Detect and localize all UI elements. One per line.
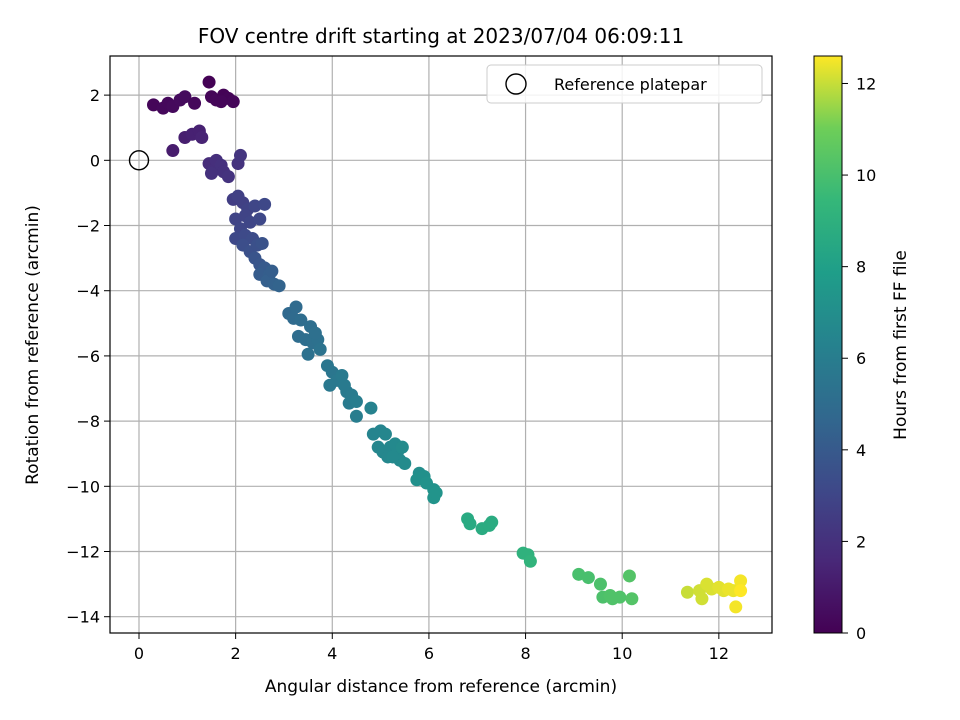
- x-tick-label: 8: [520, 644, 530, 663]
- x-tick-label: 10: [612, 644, 632, 663]
- grid: [110, 56, 772, 633]
- scatter-point: [258, 197, 272, 211]
- reference-marker: [128, 150, 150, 171]
- scatter-point: [335, 368, 349, 382]
- scatter-point: [214, 95, 228, 109]
- x-tick-label: 6: [424, 644, 434, 663]
- colorbar-tick-label: 0: [856, 624, 866, 643]
- scatter-point: [294, 313, 308, 327]
- y-tick-label: −6: [76, 347, 100, 366]
- y-tick-label: −2: [76, 217, 100, 236]
- colorbar-tick-label: 8: [856, 258, 866, 277]
- x-axis-label: Angular distance from reference (arcmin): [265, 677, 617, 697]
- y-axis-label: Rotation from reference (arcmin): [23, 205, 43, 485]
- scatter-point: [395, 440, 409, 454]
- scatter-point: [221, 170, 235, 184]
- scatter-point: [625, 592, 639, 606]
- scatter-point: [485, 515, 499, 529]
- scatter-point: [313, 342, 327, 356]
- scatter-point: [289, 300, 303, 314]
- scatter-point: [308, 326, 322, 340]
- scatter-point: [429, 486, 443, 500]
- y-axis-ticks: −14 −12 −10 −8 −6 −4 −2 0 2: [66, 86, 110, 627]
- scatter-points: [146, 75, 748, 614]
- y-tick-label: −8: [76, 412, 100, 431]
- scatter-point: [301, 347, 315, 361]
- colorbar-tick-label: 2: [856, 532, 866, 551]
- x-tick-label: 12: [709, 644, 729, 663]
- reference-point: [128, 150, 150, 171]
- x-tick-label: 4: [327, 644, 337, 663]
- colorbar-tick-label: 10: [856, 166, 876, 185]
- legend-label: Reference platepar: [554, 75, 707, 94]
- scatter-point: [463, 517, 477, 531]
- y-tick-label: −10: [66, 477, 100, 496]
- y-tick-label: −14: [66, 608, 100, 627]
- scatter-point: [204, 166, 218, 180]
- scatter-point: [613, 590, 627, 604]
- scatter-point: [729, 600, 743, 614]
- scatter-point: [178, 90, 192, 104]
- scatter-point: [253, 212, 267, 226]
- legend-marker: [505, 73, 527, 95]
- colorbar-ticks: 0 2 4 6 8 10 12: [842, 74, 876, 643]
- legend: Reference platepar: [486, 64, 763, 104]
- colorbar-tick-label: 6: [856, 349, 866, 368]
- scatter-point: [226, 95, 240, 109]
- colorbar-label: Hours from first FF file: [891, 250, 911, 440]
- scatter-point: [233, 148, 247, 162]
- colorbar-gradient: [813, 55, 843, 634]
- scatter-point: [349, 409, 363, 423]
- scatter-point: [349, 395, 363, 409]
- scatter-point: [364, 401, 378, 415]
- scatter-point: [272, 279, 286, 293]
- scatter-point: [523, 554, 537, 568]
- scatter-point: [378, 427, 392, 441]
- y-tick-label: −12: [66, 543, 100, 562]
- scatter-point: [265, 264, 279, 278]
- legend-box: [486, 64, 763, 104]
- scatter-point: [195, 130, 209, 144]
- scatter-point: [581, 571, 595, 585]
- scatter-point: [386, 450, 400, 464]
- y-tick-label: −4: [76, 282, 100, 301]
- x-tick-label: 0: [134, 644, 144, 663]
- plot-frame: [109, 55, 773, 634]
- scatter-point: [166, 144, 180, 158]
- scatter-point: [680, 585, 694, 599]
- x-tick-label: 2: [231, 644, 241, 663]
- y-tick-label: 2: [90, 86, 100, 105]
- scatter-point: [337, 378, 351, 392]
- x-axis-ticks: 0 2 4 6 8 10 12: [134, 633, 729, 663]
- scatter-point: [695, 592, 709, 606]
- colorbar-tick-label: 12: [856, 74, 876, 93]
- scatter-point: [398, 456, 412, 470]
- colorbar-tick-label: 4: [856, 441, 866, 460]
- scatter-point: [734, 574, 748, 588]
- scatter-point: [622, 569, 636, 583]
- scatter-point: [255, 236, 269, 250]
- chart-title: FOV centre drift starting at 2023/07/04 …: [198, 24, 684, 48]
- scatter-point: [202, 75, 216, 89]
- scatter-point: [188, 96, 202, 110]
- scatter-point: [734, 584, 748, 598]
- scatter-point: [248, 199, 262, 213]
- scatter-point: [593, 577, 607, 591]
- colorbar: 0 2 4 6 8 10 12 Hours from first FF file: [813, 55, 911, 643]
- y-tick-label: 0: [90, 151, 100, 170]
